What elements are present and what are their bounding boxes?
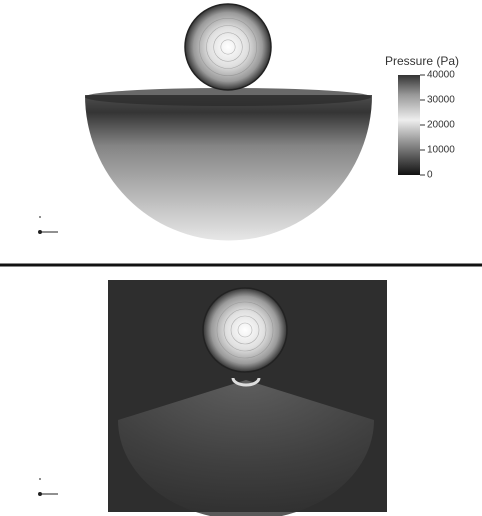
colorbar-ramp	[398, 75, 420, 175]
sphere-body	[203, 288, 287, 372]
sphere	[185, 4, 271, 90]
axes-icon	[39, 478, 59, 496]
tick-label: 30000	[427, 95, 455, 106]
axes-icon	[39, 216, 59, 234]
colorbar: Pressure (Pa) 0 10000 20000 30000 40000	[385, 54, 459, 180]
sphere-body	[185, 4, 271, 90]
top-view: Pressure (Pa) 0 10000 20000 30000 40000	[39, 4, 460, 241]
tick-label: 20000	[427, 120, 455, 131]
bottom-view	[39, 280, 388, 516]
sphere	[203, 288, 287, 372]
hemisphere	[85, 95, 372, 241]
tick-label: 0	[427, 170, 433, 181]
tick-label: 10000	[427, 145, 455, 156]
colorbar-title: Pressure (Pa)	[385, 54, 459, 68]
figure: Pressure (Pa) 0 10000 20000 30000 40000	[0, 0, 482, 516]
tick-label: 40000	[427, 70, 455, 81]
